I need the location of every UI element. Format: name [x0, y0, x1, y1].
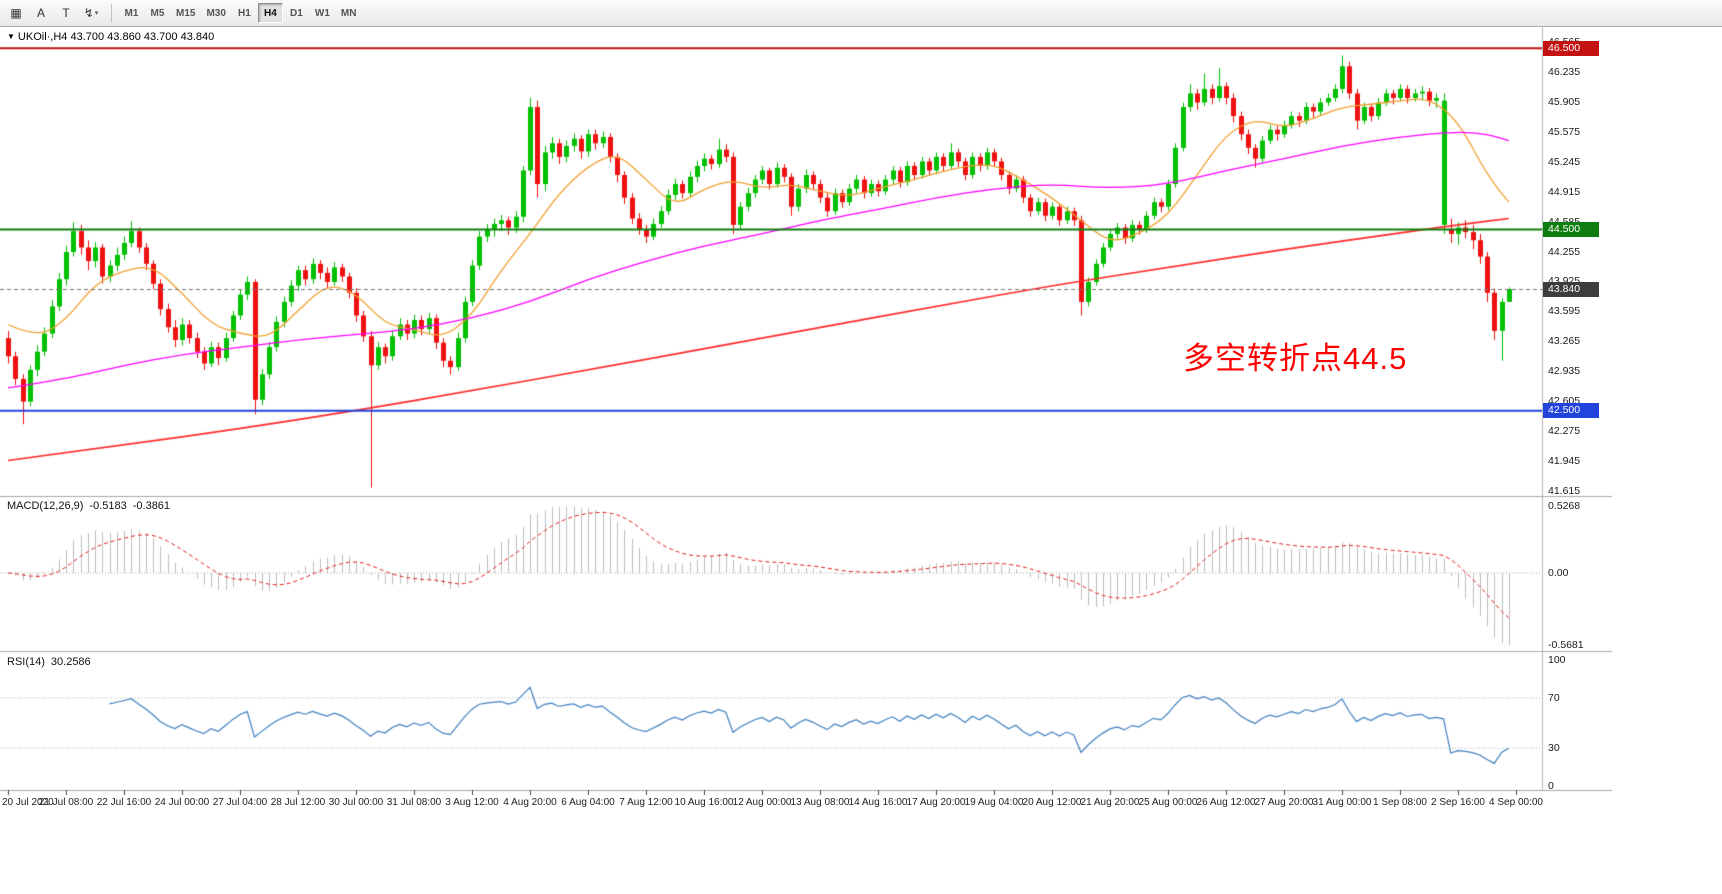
macd-signal-value: -0.3861 — [132, 500, 171, 512]
timeframe-d1-button[interactable]: D1 — [290, 7, 303, 19]
timeframe-m30-button[interactable]: M30 — [206, 7, 226, 19]
toolbar-separator — [111, 4, 112, 22]
timeframe-mn-button[interactable]: MN — [340, 7, 357, 19]
text-tool-button[interactable]: T — [62, 6, 70, 20]
toolbar-tools: ▦ A T ↯ ▾ — [4, 3, 104, 24]
rsi-indicator-label: RSI(14) 30.2586 — [7, 656, 97, 668]
timeframe-h4-button[interactable]: H4 — [257, 3, 283, 23]
tick-chart-button[interactable]: ▦ — [10, 6, 22, 20]
text-label-button[interactable]: A — [36, 6, 45, 20]
timeframe-m5-button[interactable]: M5 — [150, 7, 165, 19]
toolbar: ▦ A T ↯ ▾ M1 M5 M15 M30 H1 H4 D1 W1 MN — [0, 0, 1722, 27]
timeframe-toolbar: M1 M5 M15 M30 H1 H4 D1 W1 MN — [119, 3, 362, 23]
rsi-title: RSI(14) — [7, 656, 45, 668]
timeframe-m15-button[interactable]: M15 — [176, 7, 196, 19]
macd-indicator-label: MACD(12,26,9) -0.5183 -0.3861 — [7, 500, 176, 512]
timeframe-h1-button[interactable]: H1 — [238, 7, 251, 19]
symbol-ohlc-text: UKOil·,H4 43.700 43.860 43.700 43.840 — [17, 31, 215, 43]
dropdown-caret-icon: ▾ — [94, 10, 99, 17]
rsi-value: 30.2586 — [50, 656, 91, 668]
timeframe-w1-button[interactable]: W1 — [314, 7, 330, 19]
collapse-triangle-icon[interactable]: ▼ — [7, 32, 15, 41]
arrow-tool-button[interactable]: ↯ ▾ — [83, 6, 99, 20]
chart-canvas[interactable] — [0, 27, 1722, 817]
timeframe-m1-button[interactable]: M1 — [124, 7, 139, 19]
macd-title: MACD(12,26,9) — [7, 500, 84, 512]
chart-annotation-text: 多空转折点44.5 — [1183, 341, 1408, 376]
macd-value: -0.5183 — [89, 500, 127, 512]
symbol-ohlc-readout: ▼ UKOil·,H4 43.700 43.860 43.700 43.840 — [7, 31, 214, 43]
